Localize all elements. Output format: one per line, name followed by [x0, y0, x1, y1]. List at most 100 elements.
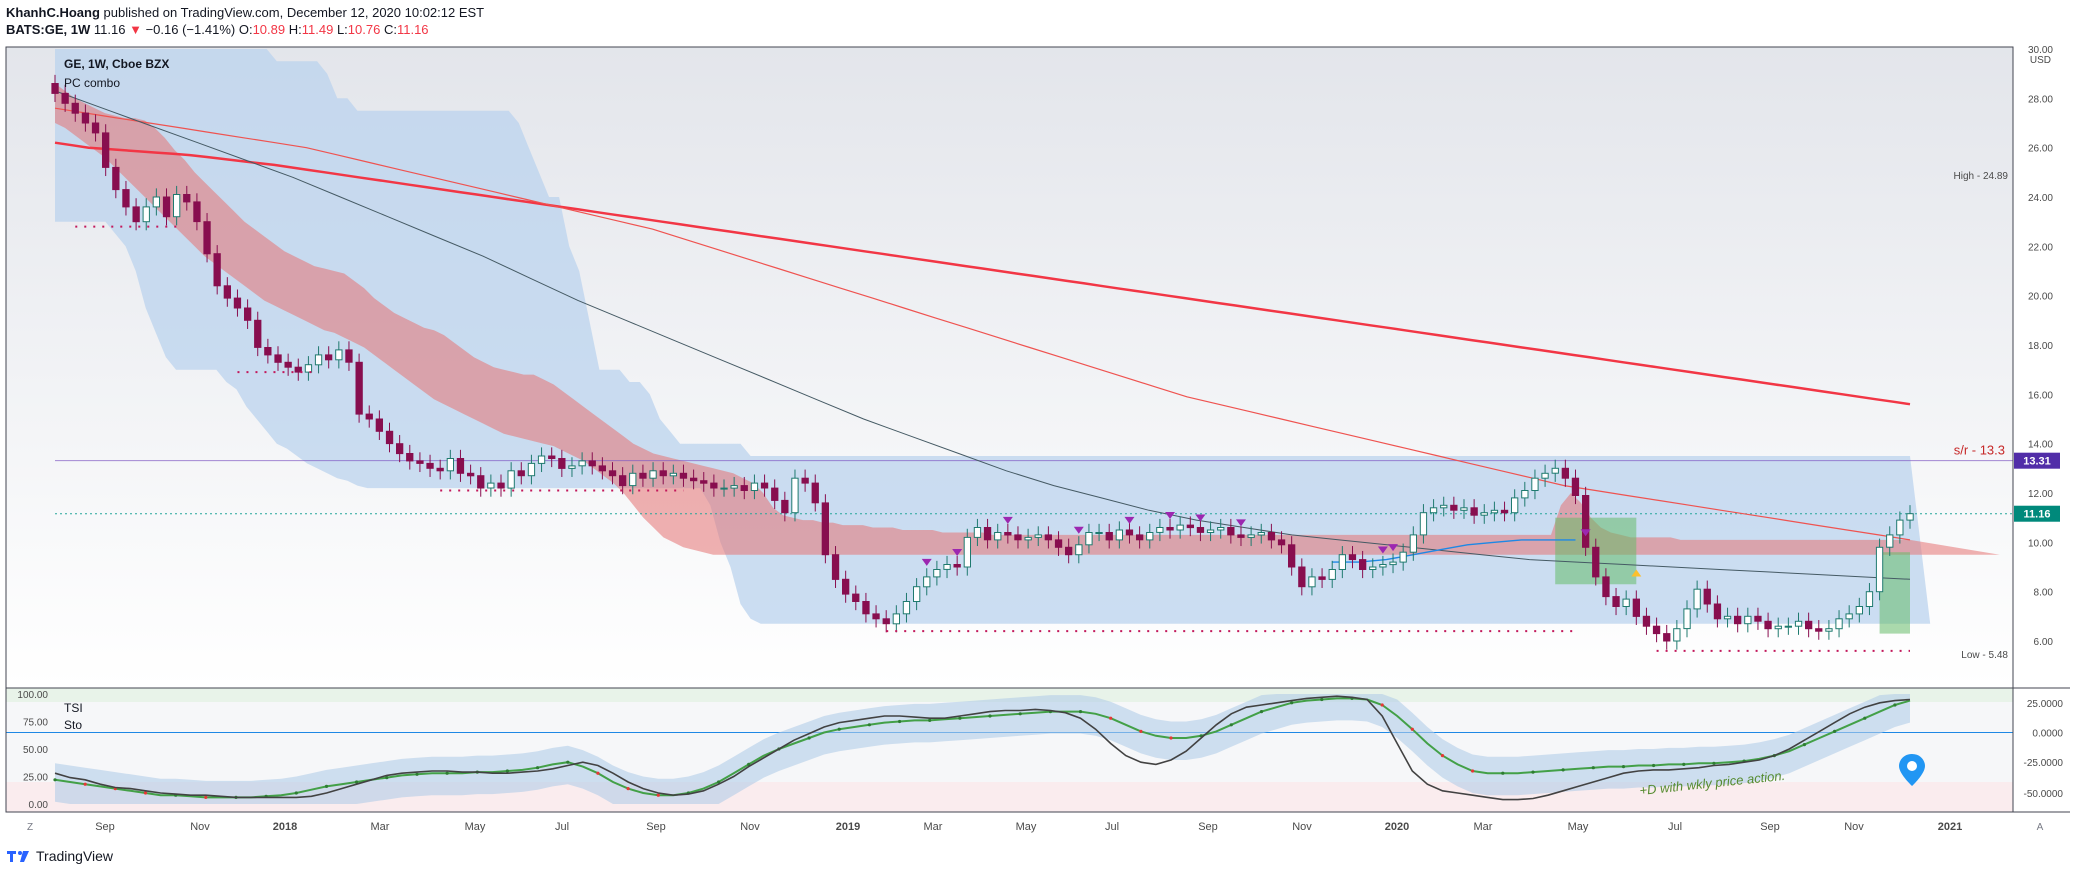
- tsi-dot: [717, 780, 721, 784]
- candle-body: [436, 467, 444, 472]
- candle-body: [71, 102, 79, 114]
- time-axis-label: Sep: [95, 821, 115, 833]
- candle-body: [1551, 467, 1559, 474]
- candle-body: [365, 413, 373, 420]
- time-axis-label: May: [1568, 821, 1589, 833]
- tsi-dot: [626, 787, 630, 791]
- candle-body: [821, 502, 830, 556]
- candle-body: [1328, 569, 1336, 580]
- candle-body: [314, 354, 323, 366]
- candle-body: [831, 554, 840, 580]
- candle-body: [1764, 620, 1772, 630]
- candle-body: [1024, 536, 1032, 541]
- candle-body: [1379, 564, 1387, 568]
- tsi-dot: [1290, 701, 1294, 705]
- candle-body: [892, 613, 901, 625]
- candle-body: [1663, 633, 1671, 642]
- osc-left-tick: 0.00: [29, 800, 49, 811]
- tsi-dot: [415, 772, 419, 776]
- candle-body: [1541, 472, 1549, 479]
- price-axis-tick: 12.00: [2028, 489, 2053, 500]
- footer: TradingView: [6, 848, 113, 864]
- candle-body: [1166, 527, 1174, 531]
- price-pane-subtitle: PC combo: [64, 76, 120, 90]
- price-axis-tick: 16.00: [2028, 390, 2053, 401]
- tsi-dot: [1018, 712, 1022, 716]
- candle-body: [223, 285, 231, 299]
- published-text: published on TradingView.com, December 1…: [103, 5, 485, 20]
- candle-body: [1784, 625, 1792, 628]
- tsi-dot: [1229, 723, 1233, 727]
- candle-body: [183, 194, 191, 203]
- candle-body: [213, 253, 221, 287]
- candle-body: [1419, 512, 1428, 536]
- time-axis-label: May: [1016, 821, 1037, 833]
- time-axis-label: 2019: [836, 821, 860, 833]
- candle-body: [51, 83, 59, 94]
- candle-body: [1521, 490, 1529, 499]
- candle-body: [1896, 519, 1904, 536]
- open-label: O:: [238, 22, 253, 37]
- candle-body: [791, 477, 799, 514]
- candle-body: [1744, 615, 1752, 625]
- high-label: H:: [288, 22, 302, 37]
- tsi-dot: [355, 780, 359, 784]
- candle-body: [902, 601, 911, 615]
- tsi-dot: [385, 776, 389, 780]
- candle-body: [710, 482, 718, 489]
- candle-body: [578, 460, 586, 467]
- candle-body: [629, 472, 637, 487]
- candle-body: [1004, 532, 1012, 536]
- ma-ribbon: [55, 83, 2000, 555]
- candle-body: [649, 470, 657, 479]
- time-axis-label: Jul: [1668, 821, 1682, 833]
- tsi-dot: [1410, 727, 1414, 731]
- green-band-latest: [1879, 552, 1910, 634]
- candle-body: [730, 485, 738, 489]
- candle-body: [1865, 591, 1874, 608]
- candle-body: [568, 465, 576, 469]
- candle-body: [1602, 576, 1610, 598]
- candle-body: [913, 586, 921, 603]
- candle-body: [608, 470, 617, 477]
- candle-body: [1561, 467, 1569, 479]
- tsi-dot: [1621, 765, 1626, 769]
- candle-body: [162, 196, 171, 218]
- candle-body: [1186, 524, 1194, 529]
- candle-body: [760, 482, 769, 489]
- candle-body: [456, 458, 465, 474]
- candle-body: [355, 361, 363, 415]
- candle-body: [1703, 588, 1711, 605]
- candle-body: [1257, 532, 1265, 536]
- tsi-dot: [1682, 762, 1686, 767]
- candle-body: [973, 527, 982, 538]
- sell-marker: [1124, 516, 1135, 524]
- candle-body: [345, 349, 353, 363]
- candle-body: [852, 593, 860, 602]
- price-axis-tick: 18.00: [2028, 341, 2053, 352]
- price-axis-tick: 10.00: [2028, 538, 2053, 549]
- tradingview-logo-icon: [7, 851, 29, 862]
- candle-body: [1490, 509, 1499, 514]
- candle-body: [497, 482, 505, 489]
- candle-body: [304, 364, 313, 373]
- sell-marker: [921, 558, 932, 566]
- candle-body: [264, 347, 272, 356]
- tsi-dot: [53, 778, 57, 782]
- candle-body: [142, 206, 150, 223]
- osc-right-tick: -25.0000: [2024, 758, 2064, 769]
- candle-body: [1146, 532, 1154, 541]
- candle-body: [1774, 625, 1782, 630]
- candle-body: [1612, 596, 1620, 607]
- osc-band: [55, 694, 1910, 804]
- candle-body: [1531, 477, 1539, 492]
- candle-body: [1754, 615, 1762, 622]
- candle-body: [1652, 625, 1661, 635]
- candle-body: [1308, 576, 1316, 588]
- footer-brand[interactable]: TradingView: [36, 848, 114, 864]
- high-label: High - 24.89: [1954, 171, 2009, 182]
- candle-body: [102, 132, 110, 168]
- author-name[interactable]: KhanhC.Hoang: [6, 5, 100, 20]
- tsi-dot: [988, 714, 992, 718]
